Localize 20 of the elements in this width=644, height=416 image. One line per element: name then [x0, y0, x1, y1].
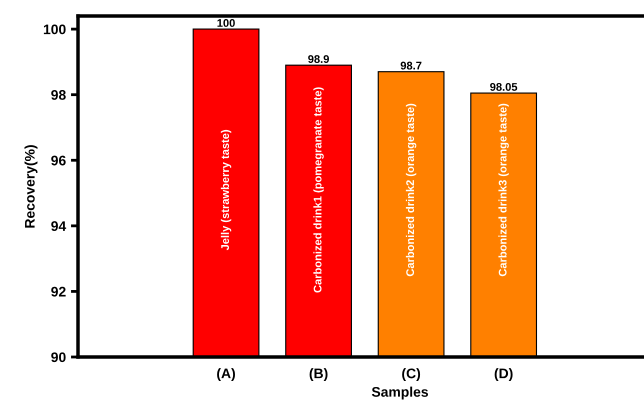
x-tick-label: (C)	[402, 368, 420, 382]
y-tick-label: 96	[51, 156, 66, 166]
y-axis-title: Recovery(%)	[24, 145, 38, 228]
annotation: Carbonized drink1 (pomegranate taste)	[313, 87, 324, 293]
y-tick-label: 90	[51, 352, 66, 362]
annotation: Jelly (strawberry taste)	[220, 130, 232, 250]
y-tick-label: 92	[51, 286, 66, 297]
x-tick-label: (D)	[494, 368, 513, 382]
x-tick-label: (B)	[310, 368, 328, 382]
data-label: 100	[217, 19, 235, 27]
x-tick-label: (A)	[217, 368, 235, 382]
data-label: 98.7	[400, 62, 422, 70]
data-label: 98.05	[490, 82, 518, 91]
annotation: Carbonized drink2 (orange taste)	[406, 104, 416, 276]
data-label: 98.9	[308, 55, 329, 63]
annotation: Carbonized drink3 (orange taste)	[498, 104, 509, 276]
y-tick-label: 100	[44, 24, 66, 34]
y-tick-label: 98	[51, 90, 66, 100]
x-axis-title: Samples	[372, 386, 428, 400]
y-tick-label: 94	[51, 221, 66, 232]
